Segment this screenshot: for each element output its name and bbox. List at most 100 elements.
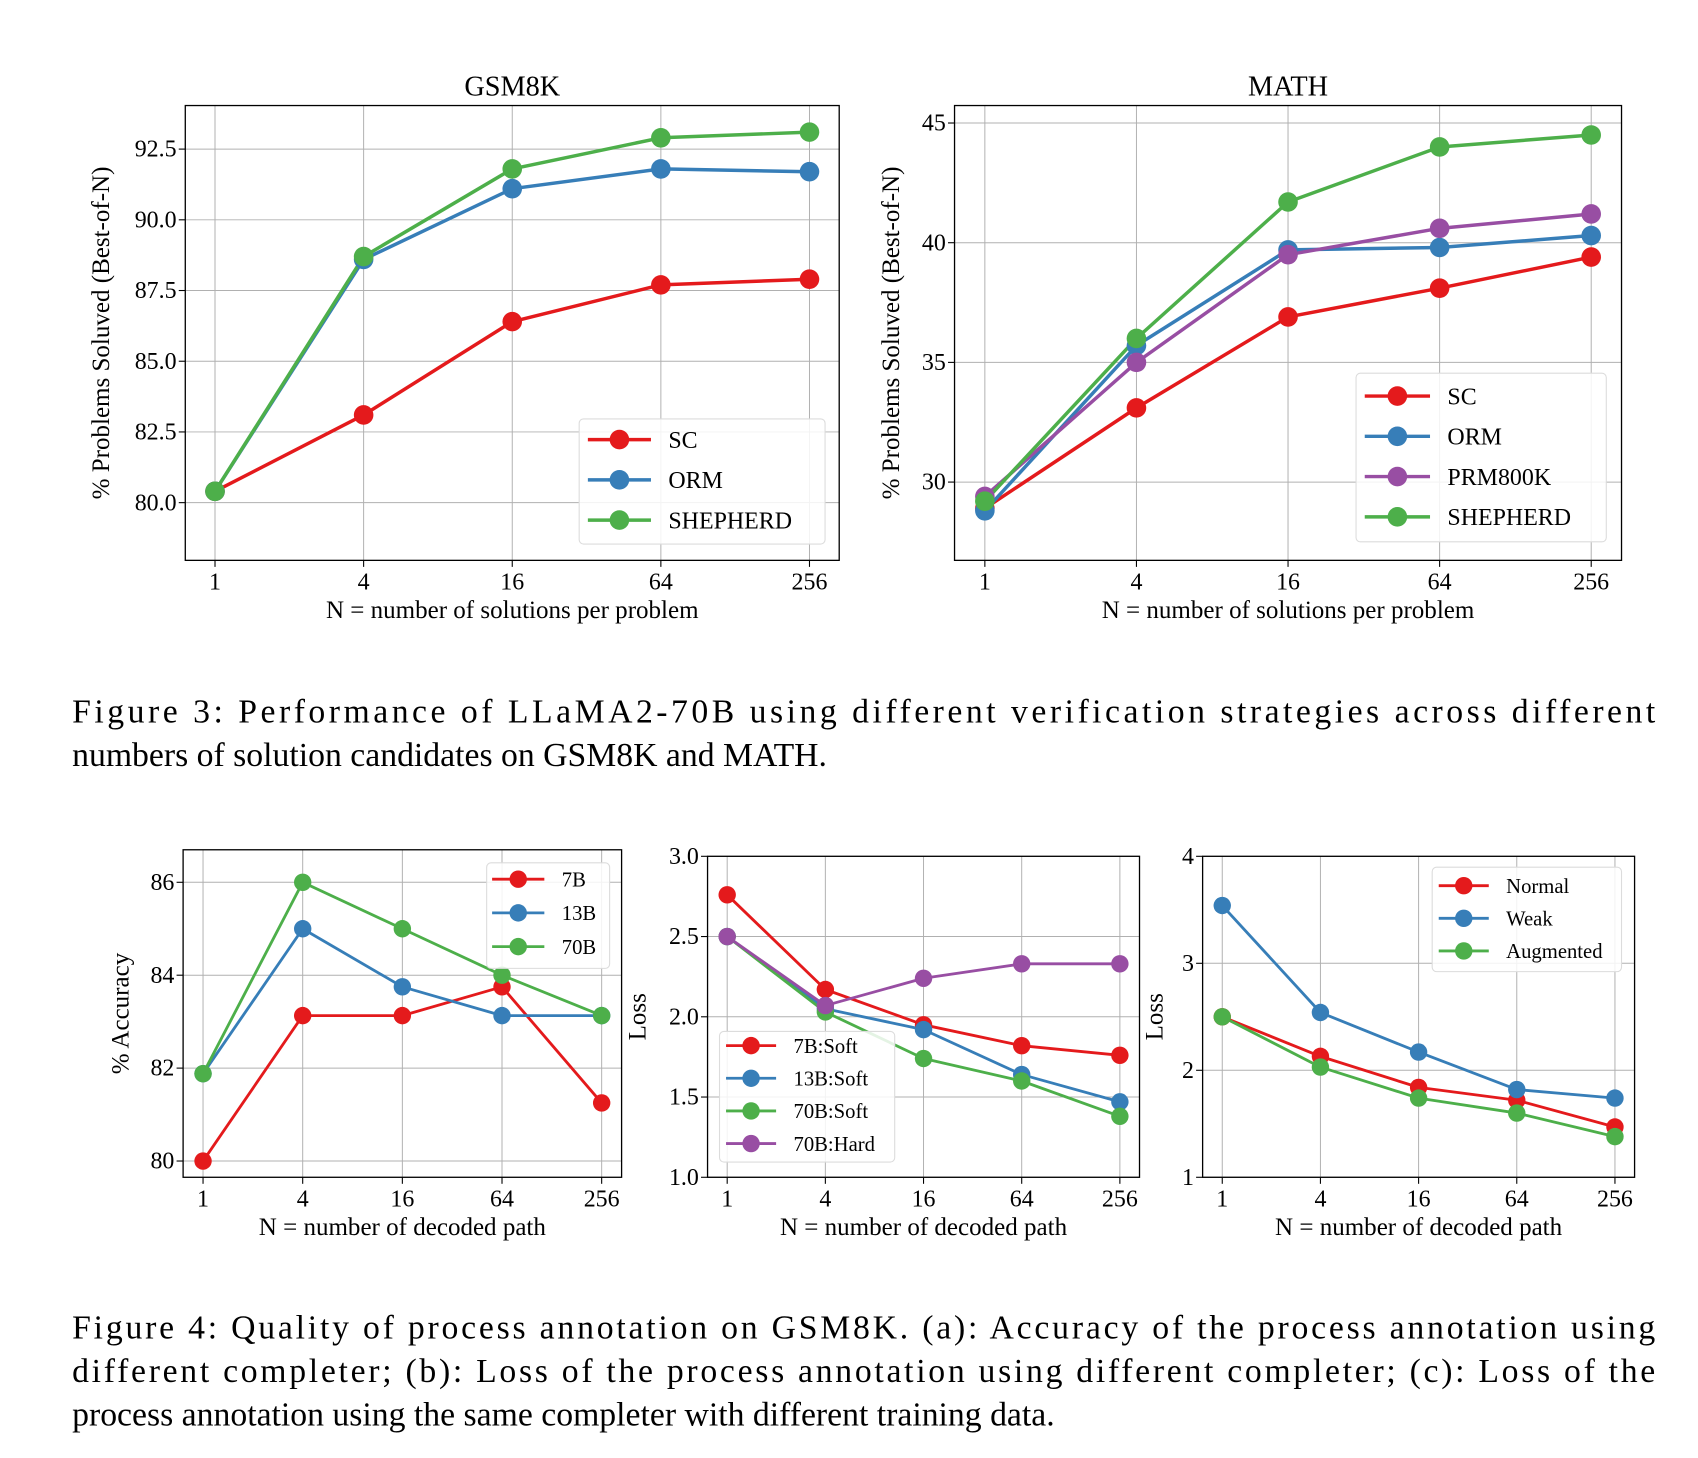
legend: SC ORM SHEPHERD (578, 418, 826, 545)
axes-frame (184, 104, 840, 562)
x-tick-label: 1 (721, 1187, 733, 1213)
legend-swatch-marker (1387, 426, 1408, 447)
legend-label: Normal (1506, 876, 1569, 898)
y-tick-label: 1 (1182, 1165, 1194, 1191)
legend-label: 7B:Soft (794, 1036, 859, 1058)
legend-label: SHEPHERD (668, 508, 792, 534)
data-point-SC (1126, 398, 1147, 418)
data-point-70B:Hard (1111, 955, 1129, 973)
data-point-SHEPHERD (1581, 125, 1601, 145)
figure3-caption-line: numbers of solution candidates on GSM8K … (72, 737, 827, 774)
figure4-caption-line: Figure 4: Quality of process annotation … (72, 1309, 1655, 1346)
legend-swatch-marker (509, 870, 527, 888)
data-point-Weak (1606, 1089, 1624, 1107)
y-tick-label: 86 (150, 870, 174, 896)
legend-label: SC (1447, 384, 1476, 410)
legend-box (1355, 372, 1607, 543)
data-point-70B:Hard (1013, 955, 1031, 973)
data-point-Augmented (1311, 1058, 1330, 1076)
x-tick-label: 256 (1597, 1187, 1633, 1213)
x-tick-label: 4 (297, 1187, 309, 1213)
figure4-caption: Figure 4: Quality of process annotation … (72, 1309, 1655, 1433)
data-point-SC (353, 405, 374, 425)
axes-frame (953, 104, 1623, 562)
legend-label: SHEPHERD (1447, 505, 1571, 531)
data-point-7B (194, 1152, 212, 1170)
legend-box (578, 418, 826, 545)
data-point-70B:Hard (816, 996, 835, 1015)
data-point-70B (393, 920, 412, 938)
y-tick-label: 82 (150, 1056, 174, 1082)
legend-swatch-marker (1455, 876, 1473, 895)
y-tick-label: 40 (922, 230, 946, 256)
x-tick-label: 64 (1505, 1187, 1529, 1213)
y-tick-label: 35 (922, 350, 946, 376)
axes-frame (1201, 855, 1636, 1178)
data-point-Weak (1213, 896, 1231, 915)
y-tick-label: 90.0 (135, 207, 177, 233)
data-point-SHEPHERD (1278, 192, 1298, 212)
x-tick-label: 4 (1130, 570, 1142, 596)
legend-swatch-marker (509, 937, 527, 956)
legend-label: 70B:Hard (794, 1134, 876, 1156)
x-tick-label: 256 (584, 1187, 620, 1213)
charts: 1 4 16 64 256 80.0 82.5 85.0 87.5 90.0 92.5 GSM8K N … (88, 72, 1636, 1241)
data-point-70B (293, 873, 312, 891)
data-point-SHEPHERD (502, 159, 523, 179)
data-point-ORM (651, 159, 671, 179)
y-axis-label: Loss (625, 993, 652, 1040)
x-tick-label: 16 (1276, 570, 1300, 596)
data-point-13B:Soft (914, 1020, 933, 1039)
chart-0: 1 4 16 64 256 80.0 82.5 85.0 87.5 90.0 92.5 GSM8K N … (88, 72, 840, 624)
axes-frame (182, 849, 623, 1178)
legend-swatch-marker (609, 510, 630, 530)
legend-label: PRM800K (1447, 465, 1551, 491)
legend: 7B 13B 70B (486, 862, 611, 969)
legend-box (1431, 866, 1623, 973)
y-tick-label: 2 (1182, 1058, 1194, 1084)
x-tick-label: 1 (1216, 1187, 1228, 1213)
y-tick-label: 3 (1182, 951, 1194, 977)
data-point-7B:Soft (1013, 1036, 1031, 1055)
chart-title: GSM8K (464, 72, 560, 103)
x-tick-label: 16 (500, 570, 524, 596)
y-tick-label: 1.0 (669, 1165, 699, 1191)
data-point-ORM (1429, 237, 1450, 258)
data-point-13B (293, 920, 312, 938)
data-point-7B:Soft (718, 886, 736, 904)
legend-swatch-marker (742, 1069, 760, 1087)
legend-label: ORM (1447, 425, 1502, 451)
data-point-SHEPHERD (1429, 137, 1450, 157)
y-tick-label: 4 (1182, 844, 1194, 870)
data-point-7B:Soft (816, 980, 835, 999)
legend: 7B:Soft 13B:Soft 70B:Soft 70B:Hard (718, 1030, 896, 1163)
legend-label: 70B:Soft (794, 1101, 869, 1123)
data-point-Weak (1508, 1080, 1526, 1099)
data-point-Augmented (1606, 1127, 1624, 1146)
data-point-PRM800K (1429, 218, 1450, 239)
chart-1: 1 4 16 64 256 30 35 40 45 MATH N = number of solut… (878, 72, 1623, 624)
y-tick-label: 2.0 (669, 1004, 699, 1030)
data-point-7B (592, 1094, 611, 1112)
x-tick-label: 16 (1407, 1187, 1431, 1213)
legend-swatch-marker (1387, 507, 1408, 527)
data-point-7B (293, 1006, 312, 1025)
legend-swatch-marker (742, 1134, 760, 1153)
x-tick-label: 256 (1102, 1187, 1138, 1213)
legend: SC ORM PRM800K SHEPHERD (1355, 372, 1607, 543)
y-tick-label: 92.5 (135, 137, 177, 163)
data-point-7B (393, 1006, 412, 1025)
data-point-70B:Hard (914, 969, 933, 987)
x-tick-label: 1 (979, 570, 991, 596)
x-axis-label: N = number of decoded path (1275, 1214, 1563, 1241)
y-tick-label: 80 (150, 1149, 174, 1175)
data-point-SHEPHERD (353, 246, 374, 267)
x-tick-label: 1 (209, 570, 221, 596)
axes-frame (706, 855, 1141, 1178)
data-point-13B (493, 1006, 511, 1025)
data-point-SHEPHERD (975, 491, 995, 512)
data-point-70B (592, 1006, 611, 1025)
x-tick-label: 256 (792, 570, 828, 596)
